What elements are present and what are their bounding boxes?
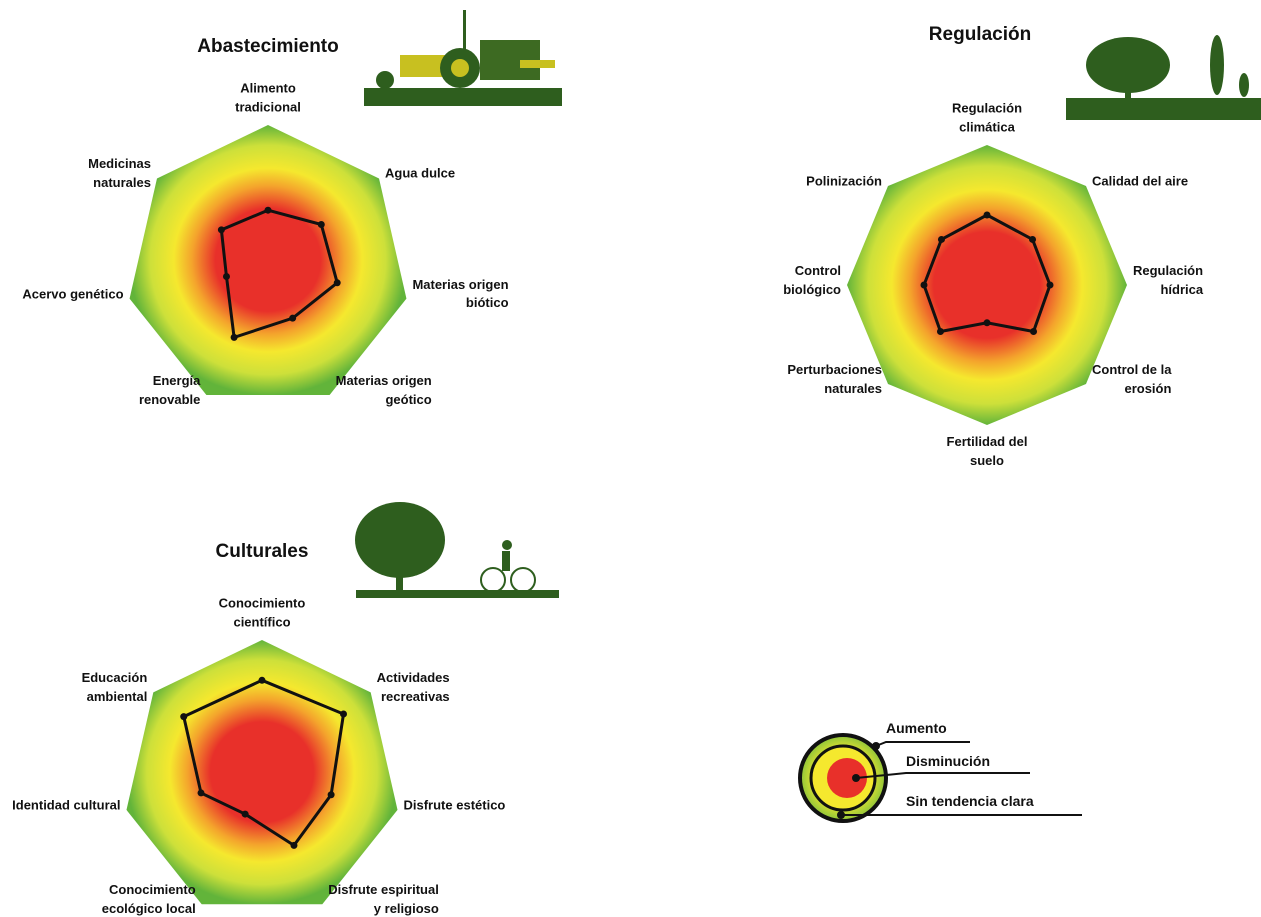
- radar-point: [937, 328, 944, 335]
- axis-label: Regulación hídrica: [1133, 262, 1203, 300]
- radar-point: [242, 811, 249, 818]
- legend-label: Disminución: [906, 753, 990, 769]
- radar-point: [231, 334, 238, 341]
- axis-label: Conocimiento científico: [219, 594, 306, 632]
- radar-point: [340, 711, 347, 718]
- axis-label: Fertilidad del suelo: [947, 433, 1028, 471]
- tractor-icon: [364, 10, 562, 106]
- axis-label: Medicinas naturales: [88, 156, 151, 194]
- axis-label: Control de la erosión: [1092, 361, 1171, 399]
- axis-label: Identidad cultural: [12, 797, 120, 816]
- legend-label: Sin tendencia clara: [906, 793, 1034, 809]
- axis-label: Materias origen biótico: [412, 276, 508, 314]
- figure: Aumento Disminución Sin tendencia clara …: [0, 0, 1261, 917]
- radar-point: [259, 677, 266, 684]
- radar-point: [290, 842, 297, 849]
- axis-label: Disfrute espiritual y religioso: [328, 881, 439, 917]
- axis-label: Materias origen geótico: [336, 372, 432, 410]
- axis-label: Control biológico: [783, 262, 841, 300]
- legend: Aumento Disminución Sin tendencia clara: [800, 720, 1082, 821]
- radar-point: [984, 212, 991, 219]
- axis-label: Energía renovable: [139, 372, 200, 410]
- radar-point: [334, 279, 341, 286]
- axis-label: Calidad del aire: [1092, 173, 1188, 192]
- radar-point: [1047, 282, 1054, 289]
- chart-title: Abastecimiento: [197, 36, 338, 57]
- axis-label: Actividades recreativas: [377, 669, 450, 707]
- axis-label: Agua dulce: [385, 165, 455, 184]
- legend-label: Aumento: [886, 720, 947, 736]
- radar-background: [847, 145, 1127, 425]
- axis-label: Conocimiento ecológico local: [102, 881, 196, 917]
- axis-label: Alimento tradicional: [235, 79, 301, 117]
- chart-title: Regulación: [929, 24, 1031, 45]
- axis-label: Perturbaciones naturales: [787, 361, 882, 399]
- axis-label: Disfrute estético: [404, 797, 506, 816]
- radar-point: [289, 315, 296, 322]
- axis-label: Regulación climática: [952, 99, 1022, 137]
- axis-label: Educación ambiental: [82, 669, 148, 707]
- radar-point: [218, 226, 225, 233]
- radar-point: [921, 282, 928, 289]
- axis-label: Polinización: [806, 173, 882, 192]
- radar-point: [938, 236, 945, 243]
- tree-icon: [1066, 35, 1261, 120]
- radar-point: [328, 791, 335, 798]
- chart-title: Culturales: [216, 541, 309, 562]
- radar-point: [198, 789, 205, 796]
- radar-point: [1030, 328, 1037, 335]
- radar-background: [130, 125, 407, 395]
- radar-point: [265, 207, 272, 214]
- radar-point: [318, 221, 325, 228]
- radar-point: [984, 319, 991, 326]
- radar-point: [180, 713, 187, 720]
- axis-label: Acervo genético: [22, 285, 123, 304]
- park-icon: [355, 502, 559, 598]
- chart: Aumento Disminución Sin tendencia clara …: [0, 0, 1261, 917]
- radar-point: [223, 273, 230, 280]
- radar-point: [1029, 236, 1036, 243]
